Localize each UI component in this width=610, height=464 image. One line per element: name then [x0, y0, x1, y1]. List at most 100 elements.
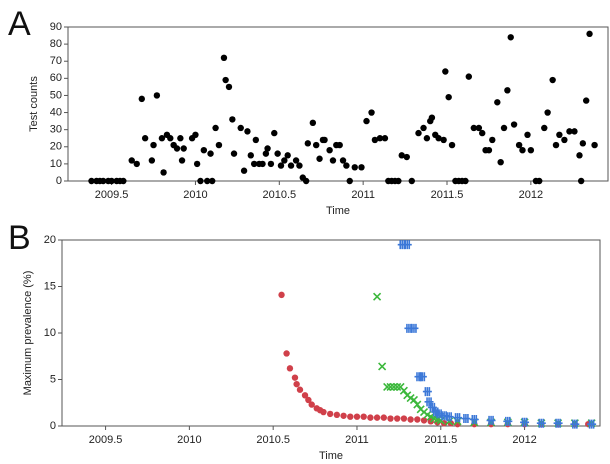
- point: [326, 410, 334, 418]
- point: [397, 240, 407, 250]
- point: [504, 87, 511, 94]
- point: [287, 162, 295, 169]
- point: [150, 141, 157, 149]
- point: [244, 128, 251, 135]
- y-tick-label: 5: [50, 373, 56, 385]
- point: [351, 164, 358, 171]
- point: [553, 418, 563, 428]
- point: [207, 150, 214, 157]
- point: [414, 416, 421, 423]
- point: [381, 135, 389, 142]
- point: [360, 413, 367, 420]
- point: [120, 177, 127, 185]
- point: [321, 136, 328, 144]
- point: [178, 157, 186, 164]
- point: [225, 83, 233, 91]
- plot-frame: [61, 239, 601, 427]
- point: [442, 68, 449, 75]
- point: [541, 124, 548, 132]
- point: [519, 147, 526, 154]
- point: [339, 157, 347, 164]
- y-tick-label: 20: [50, 141, 62, 153]
- point: [329, 157, 337, 164]
- point: [536, 418, 546, 428]
- point: [387, 415, 394, 422]
- x-tick-label: 2011: [345, 434, 369, 446]
- point: [462, 177, 469, 185]
- point: [536, 177, 543, 185]
- point: [386, 382, 395, 392]
- point: [420, 417, 428, 424]
- point: [475, 124, 483, 132]
- y-tick-label: 0: [56, 175, 62, 187]
- point: [503, 416, 513, 426]
- point: [193, 160, 201, 168]
- point: [312, 141, 320, 149]
- point: [177, 135, 184, 142]
- point: [395, 177, 402, 185]
- point: [220, 54, 228, 61]
- y-tick-label: 20: [44, 234, 56, 246]
- point: [363, 117, 370, 125]
- point: [229, 116, 236, 123]
- point: [400, 415, 408, 422]
- point: [417, 372, 427, 382]
- plot-frame: [67, 26, 609, 182]
- point: [304, 140, 312, 147]
- point: [133, 160, 140, 168]
- point: [453, 413, 463, 423]
- point: [586, 30, 593, 38]
- point: [402, 240, 412, 250]
- point: [222, 76, 229, 84]
- point: [247, 152, 254, 159]
- point: [358, 164, 365, 171]
- point: [267, 160, 275, 168]
- x-tick-label: 2012: [519, 189, 543, 201]
- point: [108, 177, 115, 185]
- x-tick-label: 2009.5: [89, 434, 123, 446]
- y-tick-label: 70: [50, 55, 62, 67]
- point: [271, 129, 278, 137]
- y-tick-label: 15: [44, 280, 56, 292]
- point: [420, 124, 427, 132]
- point: [497, 158, 504, 166]
- x-tick-label: 2010: [177, 434, 201, 446]
- point: [316, 155, 323, 162]
- point: [373, 414, 381, 421]
- point: [88, 177, 95, 185]
- point: [434, 409, 444, 419]
- point: [100, 177, 107, 185]
- point: [389, 382, 398, 392]
- x-tick-label: 2011.5: [431, 189, 464, 201]
- point: [469, 414, 479, 424]
- point: [422, 387, 432, 397]
- point: [415, 129, 422, 137]
- point: [489, 136, 496, 144]
- point: [326, 147, 333, 154]
- y-tick-label: 30: [50, 124, 62, 136]
- point: [347, 413, 354, 420]
- x-tick-label: 2011: [351, 189, 375, 201]
- point: [286, 365, 294, 372]
- point: [376, 135, 384, 142]
- x-tick-label: 2010.5: [256, 434, 290, 446]
- point: [158, 135, 166, 142]
- point: [423, 135, 431, 142]
- y-axis-label: Test counts: [28, 76, 40, 132]
- x-tick-label: 2011.5: [424, 434, 457, 446]
- point: [427, 402, 437, 412]
- point: [408, 177, 415, 185]
- panel-label: B: [8, 219, 31, 257]
- point: [160, 169, 167, 176]
- point: [262, 150, 270, 157]
- point: [153, 92, 161, 99]
- point: [277, 162, 285, 169]
- point: [424, 397, 434, 407]
- point: [444, 412, 454, 422]
- point: [215, 141, 223, 149]
- point: [301, 392, 309, 399]
- y-tick-label: 40: [50, 106, 62, 118]
- point: [200, 147, 208, 154]
- y-tick-label: 10: [50, 158, 62, 170]
- point: [549, 76, 556, 84]
